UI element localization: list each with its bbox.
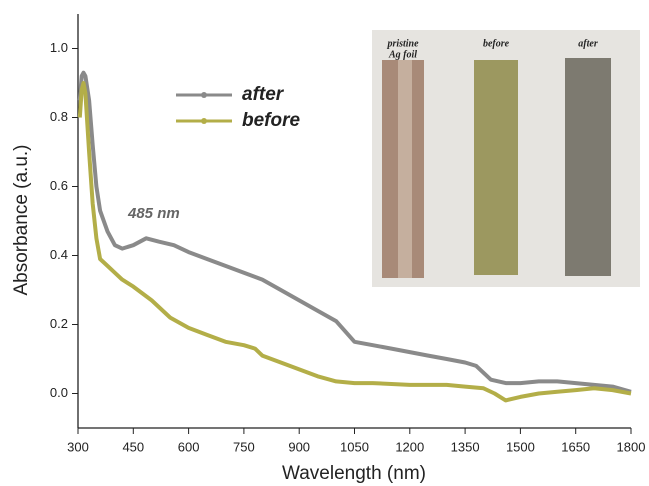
x-tick-label: 450 (122, 439, 144, 454)
foil-before (474, 60, 518, 275)
x-tick-label: 1650 (561, 439, 590, 454)
x-tick-label: 750 (233, 439, 255, 454)
foil-after (565, 58, 611, 276)
y-axis-label: Absorbance (a.u.) (11, 144, 32, 295)
foil-highlight (398, 60, 412, 278)
y-tick-label: 0.6 (50, 178, 68, 193)
y-tick-label: 0.2 (50, 316, 68, 331)
x-tick-label: 300 (67, 439, 89, 454)
page: Wavelength (nm) Absorbance (a.u.) 485 nm… (0, 0, 649, 486)
legend-marker (201, 92, 207, 98)
inset-label: Ag foil (388, 49, 417, 60)
inset-label: before (483, 38, 510, 49)
x-tick-label: 1800 (617, 439, 646, 454)
x-tick-label: 1200 (395, 439, 424, 454)
y-tick-label: 1.0 (50, 40, 68, 55)
x-tick-label: 600 (178, 439, 200, 454)
chart: Wavelength (nm) Absorbance (a.u.) 485 nm… (0, 0, 649, 486)
y-tick-label: 0.0 (50, 385, 68, 400)
x-axis-label: Wavelength (nm) (282, 463, 426, 484)
annotation: 485 nm (127, 205, 180, 222)
inset-label: after (578, 38, 598, 49)
y-tick-label: 0.8 (50, 109, 68, 124)
legend-marker (201, 118, 207, 124)
x-tick-label: 1050 (340, 439, 369, 454)
inset-label: pristine (386, 38, 419, 49)
x-tick-label: 1350 (451, 439, 480, 454)
x-tick-label: 900 (288, 439, 310, 454)
legend-label: after (242, 84, 285, 105)
legend-label: before (242, 110, 301, 131)
y-tick-label: 0.4 (50, 247, 68, 262)
x-tick-label: 1500 (506, 439, 535, 454)
inset-photo (372, 30, 640, 287)
